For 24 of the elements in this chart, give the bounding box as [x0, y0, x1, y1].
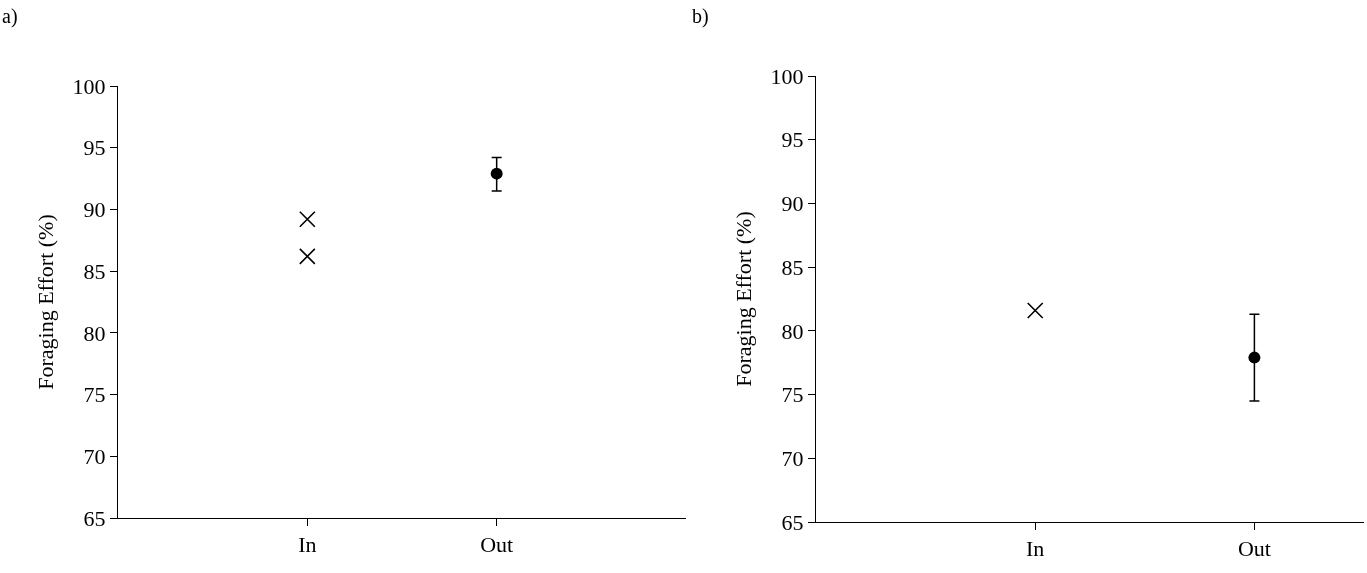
- y-tick-label: 100: [770, 63, 804, 89]
- y-axis-title: Foraging Effort (%): [33, 214, 59, 390]
- x-tick-label: In: [298, 532, 317, 558]
- y-tick-label: 85: [781, 254, 804, 280]
- chart-title: b): [692, 4, 709, 28]
- y-tick-label: 85: [83, 258, 106, 284]
- y-tick-label: 70: [83, 443, 106, 469]
- x-tick-label: In: [1026, 536, 1045, 562]
- y-tick-label: 95: [83, 135, 106, 161]
- y-tick-label: 75: [781, 382, 804, 408]
- y-tick-label: 65: [781, 509, 804, 535]
- x-tick-label: Out: [1237, 536, 1271, 562]
- y-tick-label: 90: [781, 191, 804, 217]
- y-tick-label: 75: [83, 382, 106, 408]
- y-tick-label: 90: [83, 197, 106, 223]
- chart-title: a): [2, 4, 18, 28]
- y-tick-label: 80: [781, 318, 804, 344]
- y-tick-label: 95: [781, 127, 804, 153]
- x-tick-label: Out: [480, 532, 514, 558]
- y-tick-label: 80: [83, 320, 106, 346]
- y-tick-label: 100: [72, 73, 106, 99]
- y-tick-label: 65: [83, 505, 106, 531]
- y-tick-label: 70: [781, 445, 804, 471]
- y-axis-title: Foraging Effort (%): [731, 211, 757, 387]
